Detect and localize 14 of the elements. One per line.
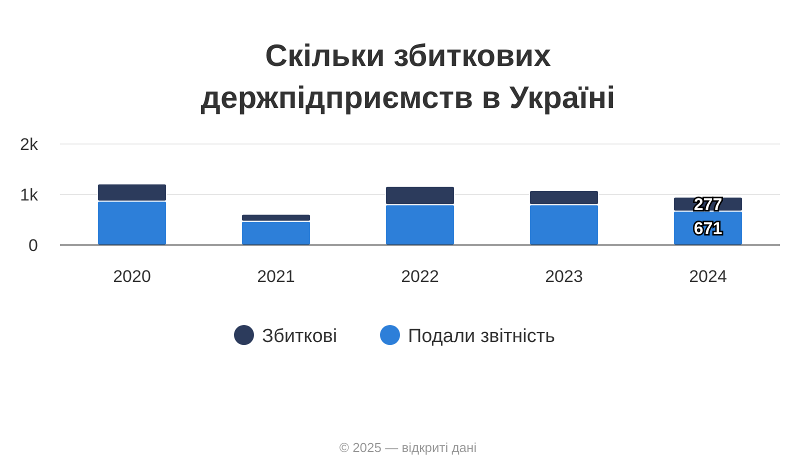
x-tick-label: 2022 [401, 267, 439, 286]
x-tick-label: 2023 [545, 267, 583, 286]
x-tick-label: 2024 [689, 267, 727, 286]
y-tick-label: 0 [28, 236, 38, 255]
data-label: 671 [694, 219, 722, 238]
legend-label: Збиткові [262, 326, 338, 347]
y-tick-label: 2k [20, 135, 38, 154]
legend-label: Подали звітність [408, 326, 556, 347]
text: © 2025 — відкриті дані [339, 440, 477, 455]
data-label: 277 [694, 195, 722, 214]
x-tick-label: 2021 [257, 267, 295, 286]
y-tick-label: 1k [20, 186, 38, 204]
x-tick-label: 2020 [113, 267, 151, 286]
chart-title: Скільки збиткових держпідприємств в Україні [200, 38, 616, 115]
